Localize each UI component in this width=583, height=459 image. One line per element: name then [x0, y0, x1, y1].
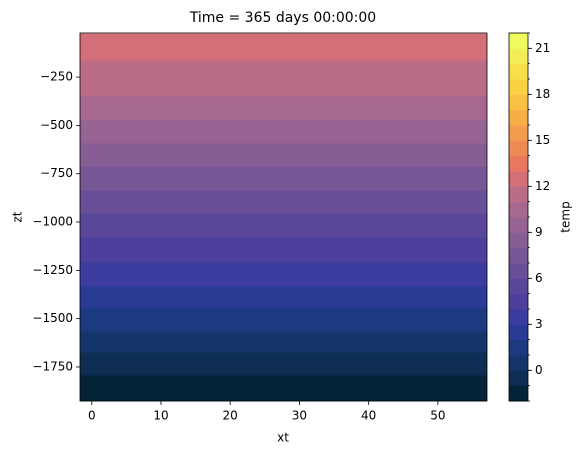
colorbar-frame [508, 32, 529, 402]
colorbar-band [509, 217, 528, 233]
contour-band [80, 262, 487, 287]
y-tick-label: −1250 [32, 263, 73, 277]
colorbar-band [509, 48, 528, 65]
colorbar-band [509, 201, 528, 218]
contour-band [80, 331, 487, 353]
x-tick-label: 0 [88, 409, 96, 423]
contour-band [80, 308, 487, 332]
colorbar-band [509, 339, 528, 356]
colorbar-band [509, 232, 528, 249]
colorbar-band [509, 370, 528, 387]
colorbar-tick-label: 15 [535, 133, 550, 147]
colorbar-tick-label: 0 [535, 363, 543, 377]
y-tick-label: −500 [40, 118, 73, 132]
colorbar-tick-label: 3 [535, 317, 543, 331]
y-tick-label: −1750 [32, 359, 73, 373]
colorbar-band [509, 385, 528, 402]
y-tick-label: −250 [40, 70, 73, 84]
colorbar-band [509, 155, 528, 172]
x-tick-label: 40 [361, 409, 376, 423]
contour-band [80, 213, 487, 238]
colorbar-band [509, 140, 528, 157]
colorbar-tick-label: 21 [535, 41, 550, 55]
colorbar-label: temp [559, 201, 573, 232]
x-tick-label: 30 [292, 409, 307, 423]
y-tick-label: −1500 [32, 311, 73, 325]
colorbar-tick-label: 9 [535, 225, 543, 239]
contour-band [80, 119, 487, 144]
colorbar-band [509, 278, 528, 295]
y-axis-label: zt [11, 211, 25, 222]
contour-band [80, 286, 487, 309]
y-tick-label: −750 [40, 166, 73, 180]
x-tick-label: 20 [223, 409, 238, 423]
contour-band [80, 375, 487, 402]
colorbar-band [509, 63, 528, 80]
colorbar-band [509, 263, 528, 279]
colorbar-band [509, 355, 528, 371]
colorbar-band [509, 125, 528, 141]
contour-band [80, 33, 487, 61]
contour-band [80, 352, 487, 376]
x-tick-label: 10 [153, 409, 168, 423]
colorbar-band [509, 324, 528, 341]
colorbar-band [509, 171, 528, 187]
contour-band [80, 237, 487, 263]
colorbar-band [509, 79, 528, 95]
colorbar-band [509, 109, 528, 126]
contour-band [80, 142, 487, 167]
contour-band [80, 190, 487, 214]
contour-band [80, 165, 487, 191]
colorbar-band [509, 309, 528, 325]
contour-band [80, 96, 487, 121]
colorbar-band [509, 186, 528, 203]
colorbar-tick-label: 18 [535, 87, 550, 101]
colorbar-band [509, 33, 528, 49]
chart-title: Time = 365 days 00:00:00 [189, 10, 376, 26]
colorbar-band [509, 94, 528, 111]
colorbar-band [509, 247, 528, 264]
contour-band [80, 60, 487, 97]
x-axis-label: xt [277, 431, 289, 445]
x-tick-label: 50 [430, 409, 445, 423]
colorbar-tick-label: 6 [535, 271, 543, 285]
colorbar-band [509, 293, 528, 310]
plot-frame [79, 32, 488, 402]
y-tick-label: −1000 [32, 215, 73, 229]
colorbar-tick-label: 12 [535, 179, 550, 193]
